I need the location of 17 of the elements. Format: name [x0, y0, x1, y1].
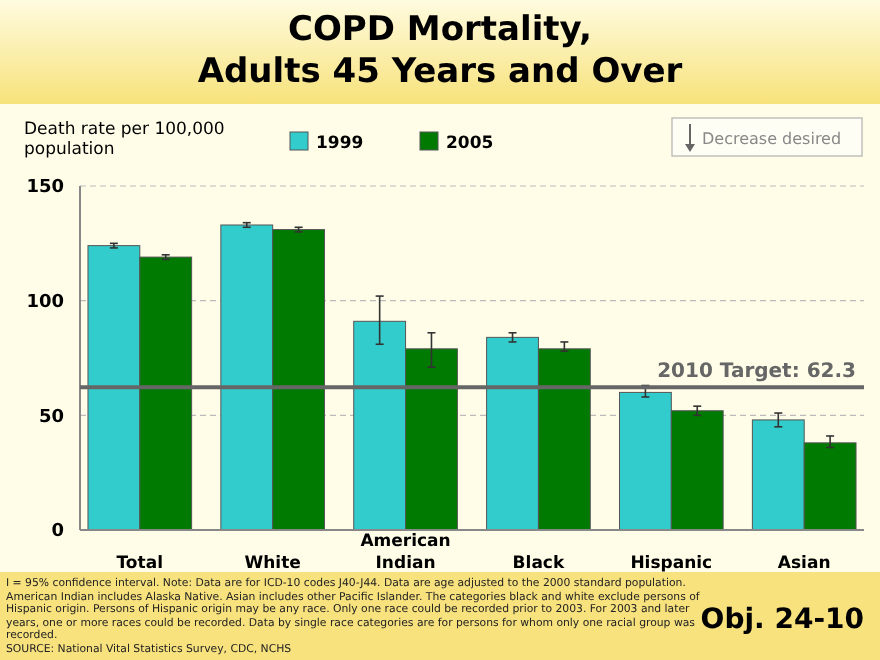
x-tick-label: Black	[512, 554, 565, 574]
text: Obj. 24-10	[700, 604, 865, 636]
y-axis-title: Death rate per 100,000 population	[24, 120, 225, 160]
x-tick-label: Asian	[777, 554, 831, 574]
y-tick-label: 150	[26, 178, 64, 199]
x-tick-label: White	[244, 554, 302, 574]
ref-line-label: 2010 Target: 62.3	[657, 361, 857, 384]
legend-label: 2005	[446, 134, 494, 154]
y-tick-label: 50	[38, 407, 64, 428]
chart-title: COPD Mortality, Adults 45 Years and Over	[197, 10, 684, 92]
y-tick-label: 100	[26, 292, 64, 313]
x-tick-label: Total	[116, 554, 164, 574]
y-tick-label: 0	[51, 522, 64, 543]
x-tick-label: American Indian	[360, 532, 451, 574]
text: Decrease desired	[702, 130, 842, 148]
legend-label: 1999	[316, 134, 364, 154]
x-tick-label: Hispanic	[630, 554, 713, 574]
